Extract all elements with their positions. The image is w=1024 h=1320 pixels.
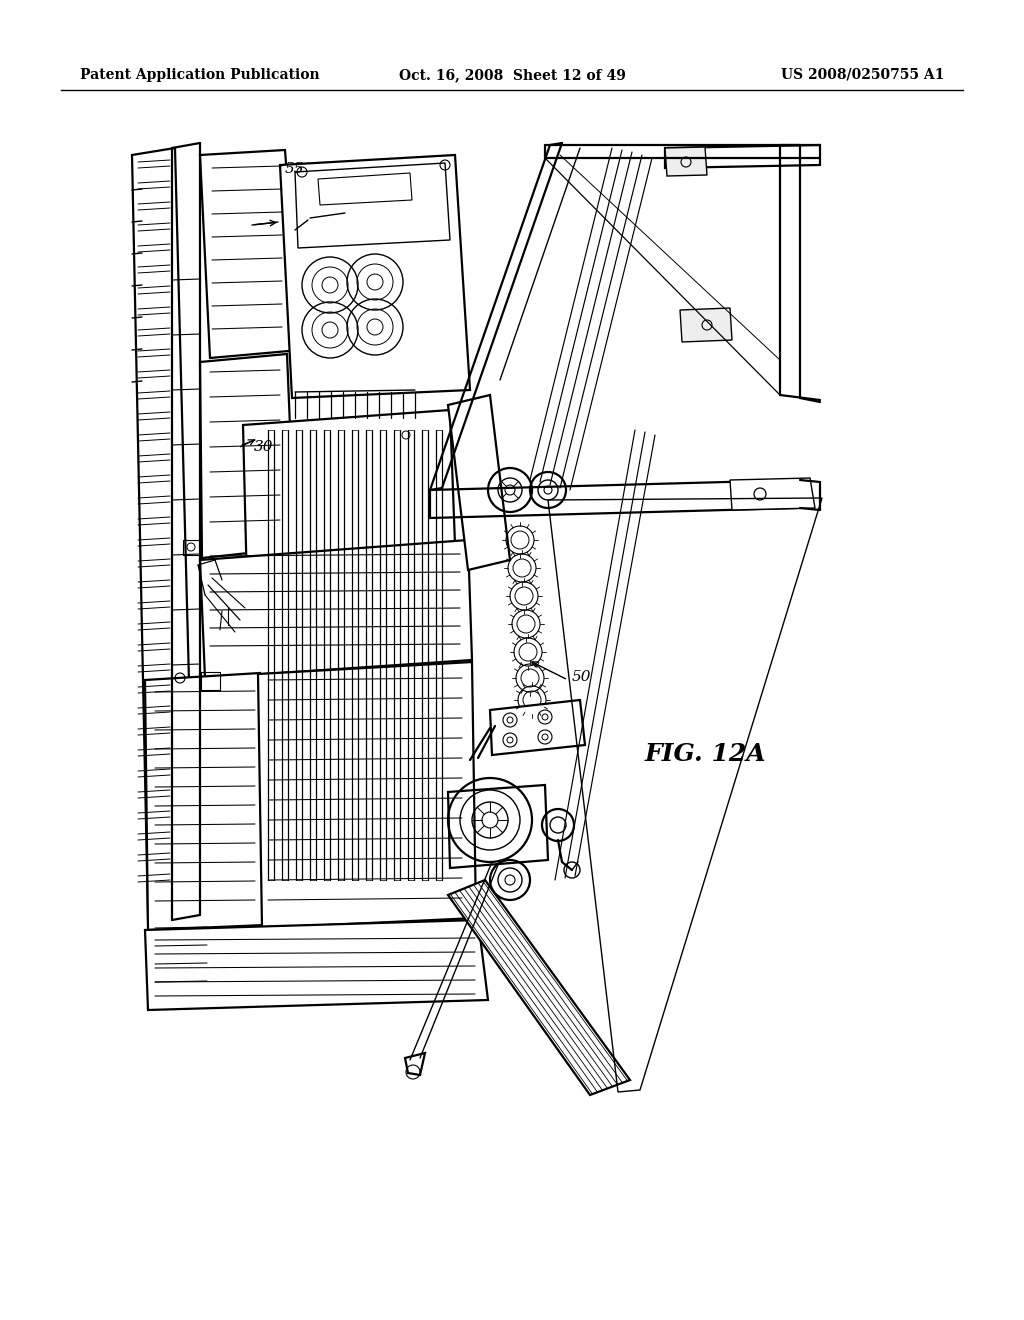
Text: 50: 50 (572, 671, 592, 684)
Polygon shape (295, 162, 450, 248)
Circle shape (216, 599, 228, 611)
Polygon shape (145, 920, 488, 1010)
Polygon shape (258, 663, 476, 928)
Polygon shape (243, 411, 468, 912)
Polygon shape (490, 700, 585, 755)
Polygon shape (730, 478, 815, 510)
Polygon shape (148, 915, 215, 1005)
Polygon shape (200, 150, 300, 358)
Polygon shape (449, 395, 510, 570)
Polygon shape (200, 540, 472, 678)
Polygon shape (145, 673, 265, 931)
Polygon shape (280, 154, 470, 399)
Text: 55: 55 (285, 162, 304, 176)
Text: US 2008/0250755 A1: US 2008/0250755 A1 (780, 69, 944, 82)
Polygon shape (132, 148, 195, 917)
Text: 30: 30 (254, 440, 273, 454)
Text: FIG. 12A: FIG. 12A (645, 742, 767, 766)
Polygon shape (665, 147, 707, 176)
Polygon shape (449, 880, 630, 1096)
Text: Patent Application Publication: Patent Application Publication (80, 69, 319, 82)
Polygon shape (318, 173, 412, 205)
Text: Oct. 16, 2008  Sheet 12 of 49: Oct. 16, 2008 Sheet 12 of 49 (398, 69, 626, 82)
Polygon shape (680, 308, 732, 342)
Polygon shape (200, 354, 295, 558)
Polygon shape (406, 1053, 425, 1074)
